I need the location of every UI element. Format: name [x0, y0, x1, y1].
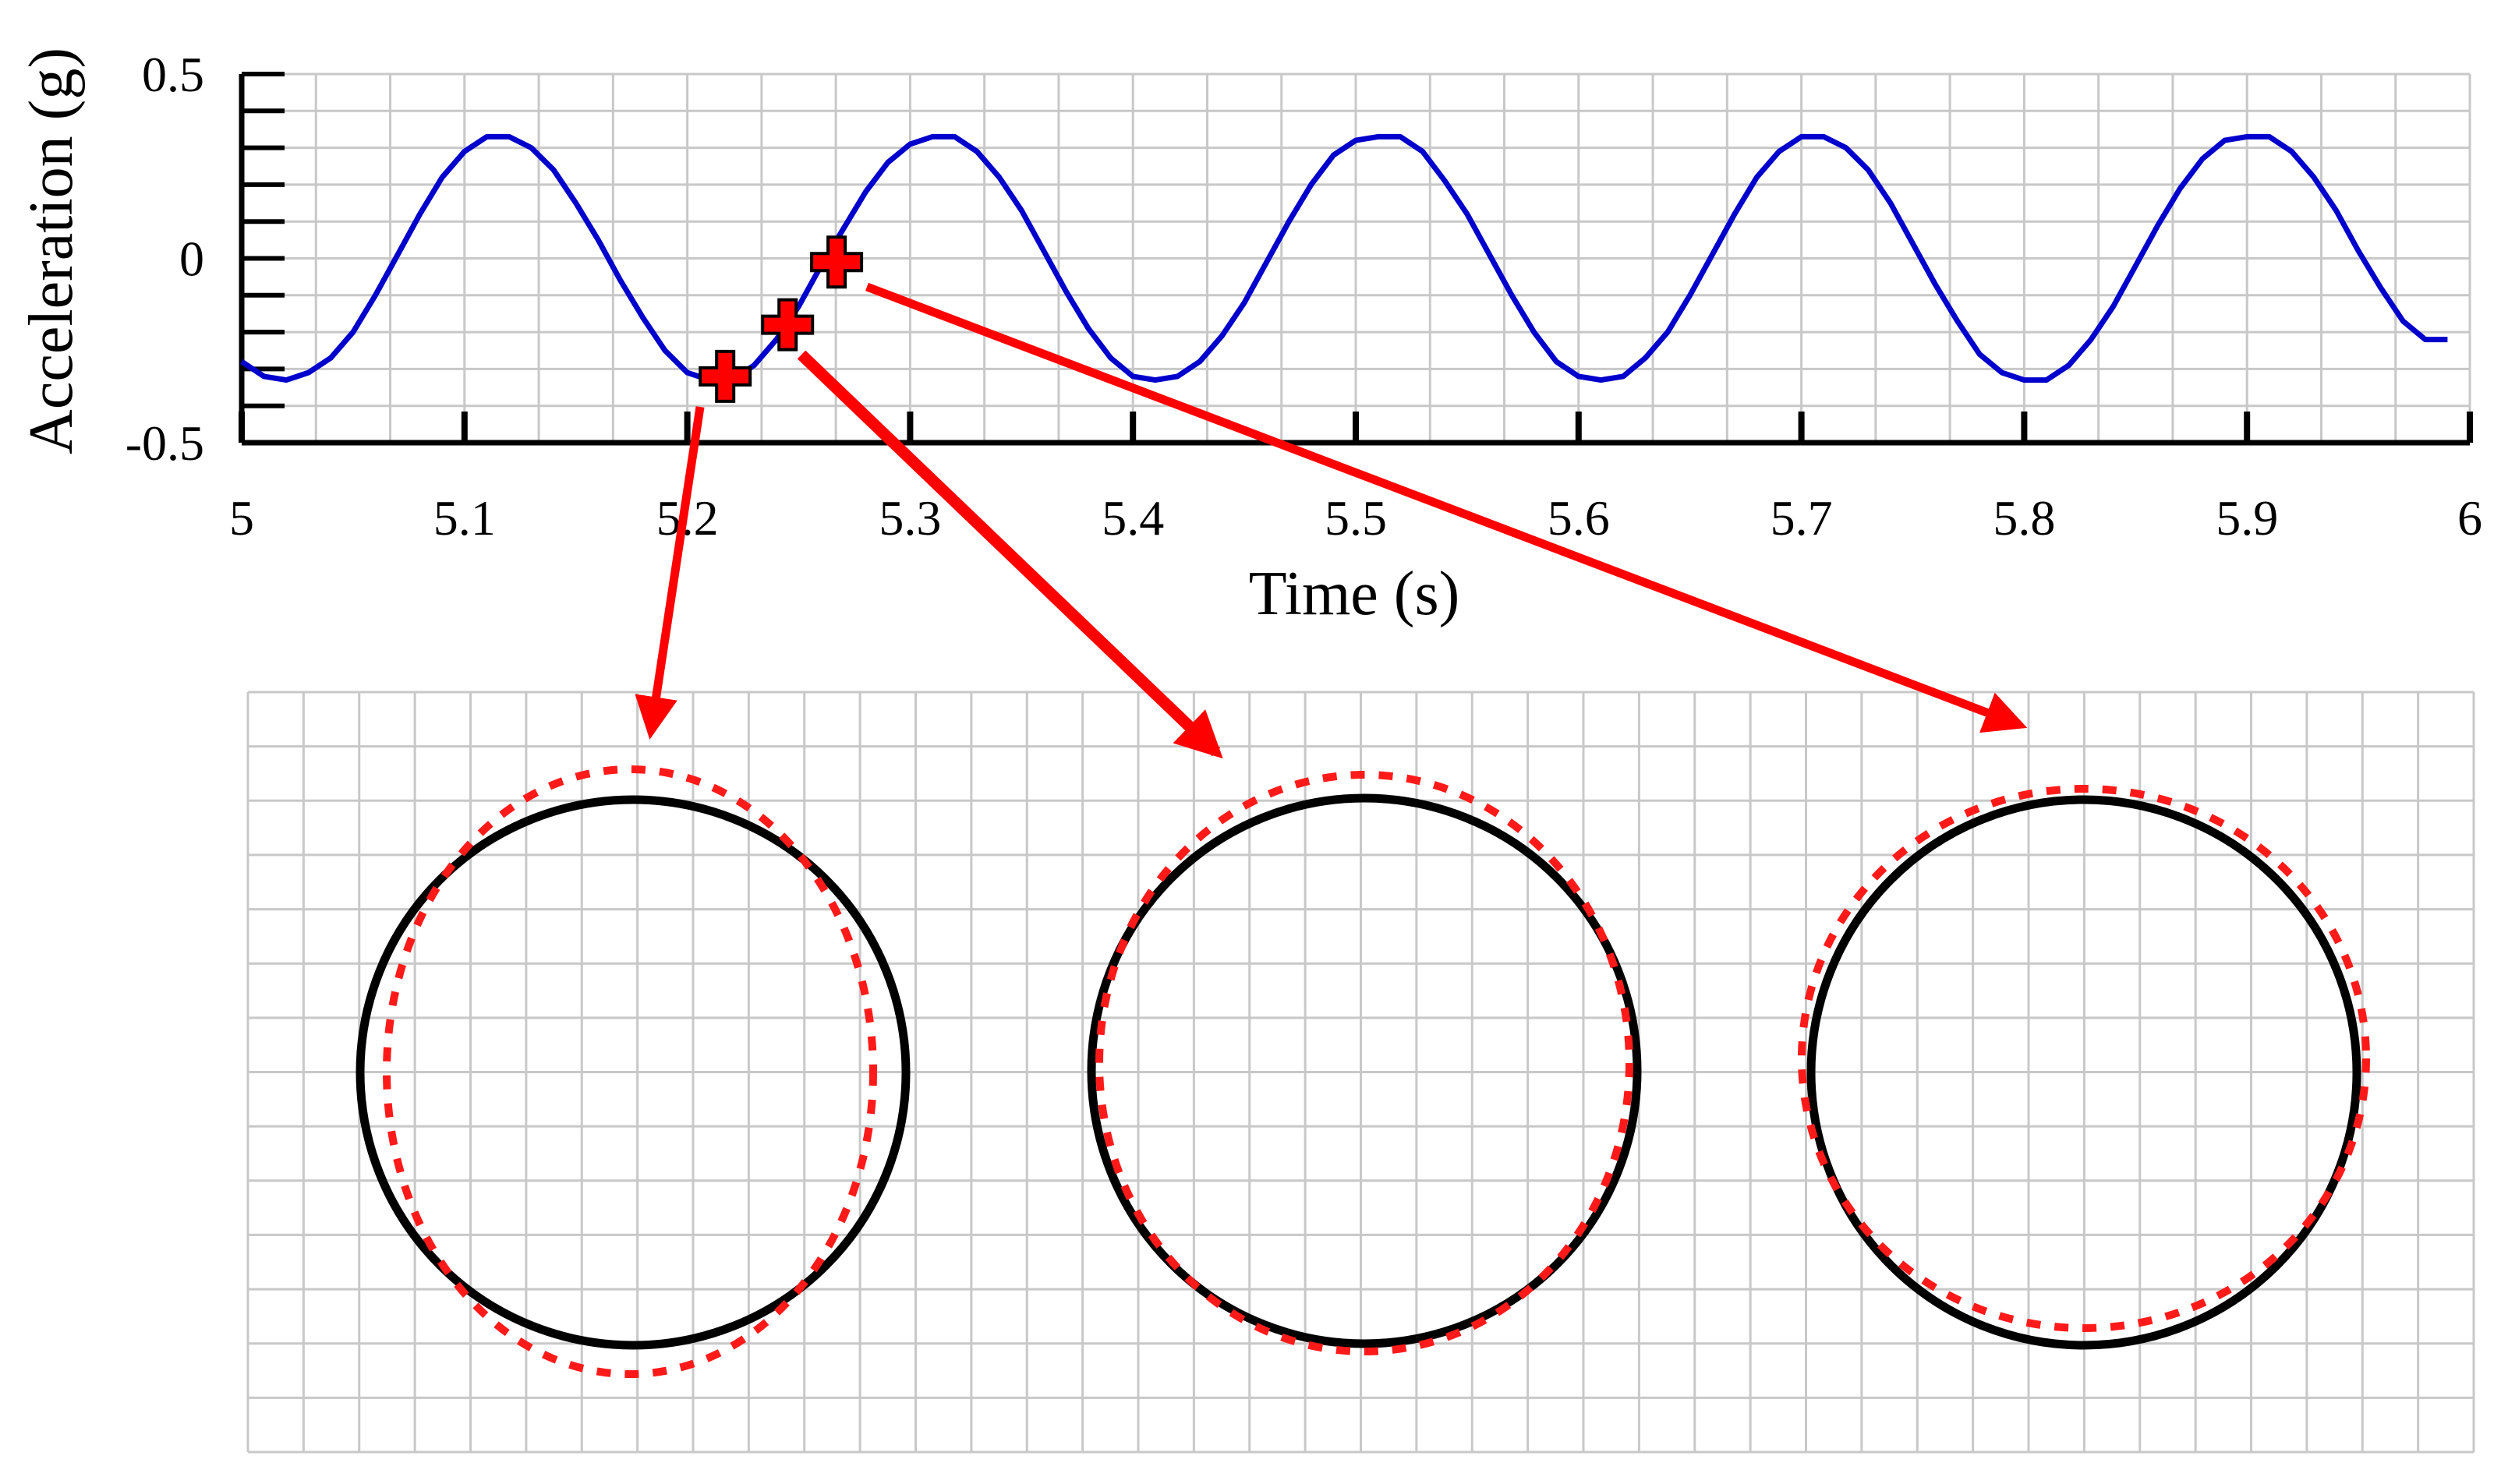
x-tick-label: 5.4 — [1102, 490, 1164, 546]
x-tick-label: 5.9 — [2216, 490, 2278, 546]
x-tick-label: 5.8 — [1993, 490, 2055, 546]
reference-circle-3 — [1806, 795, 2361, 1350]
y-axis-title: Acceleration (g) — [17, 48, 86, 454]
plot-grid — [240, 72, 2471, 444]
reference-circle-2 — [1087, 793, 1642, 1348]
arrow-to-panel-2 — [797, 350, 1223, 759]
y-tick-labels: -0.5 0 0.5 — [126, 47, 204, 471]
arrow-to-panel-1 — [635, 406, 705, 740]
deformed-shape-3 — [1798, 785, 2370, 1332]
deformation-panel-2 — [1087, 771, 1642, 1355]
x-tick-label: 5.3 — [879, 490, 941, 546]
deformed-shape-2 — [1095, 771, 1633, 1355]
time-markers — [699, 235, 864, 403]
deformed-shape-1 — [383, 765, 877, 1378]
deformation-panel-1 — [356, 765, 911, 1378]
y-tick-label: 0.5 — [142, 47, 204, 102]
x-tick-label: 5.6 — [1548, 490, 1610, 546]
acceleration-series-line — [240, 133, 2448, 383]
deformation-panel-3 — [1798, 785, 2370, 1350]
plus-marker-1 — [699, 349, 752, 403]
x-tick-label: 5 — [229, 490, 254, 546]
x-tick-label: 5.1 — [433, 490, 496, 546]
reference-circle-1 — [356, 795, 911, 1350]
axes — [239, 74, 2470, 446]
plus-marker-2 — [761, 298, 815, 352]
x-tick-label: 5.7 — [1771, 490, 1833, 546]
x-tick-labels: 55.15.25.35.45.55.65.75.85.96 — [229, 490, 2482, 546]
x-axis-title: Time (s) — [1249, 560, 1459, 628]
arrows — [635, 282, 2028, 759]
arrow-to-panel-3 — [865, 282, 2028, 733]
y-tick-label: -0.5 — [126, 415, 204, 471]
plus-marker-3 — [810, 235, 864, 289]
x-tick-label: 6 — [2457, 490, 2482, 546]
y-tick-label: 0 — [179, 231, 204, 287]
x-tick-label: 5.5 — [1325, 490, 1387, 546]
